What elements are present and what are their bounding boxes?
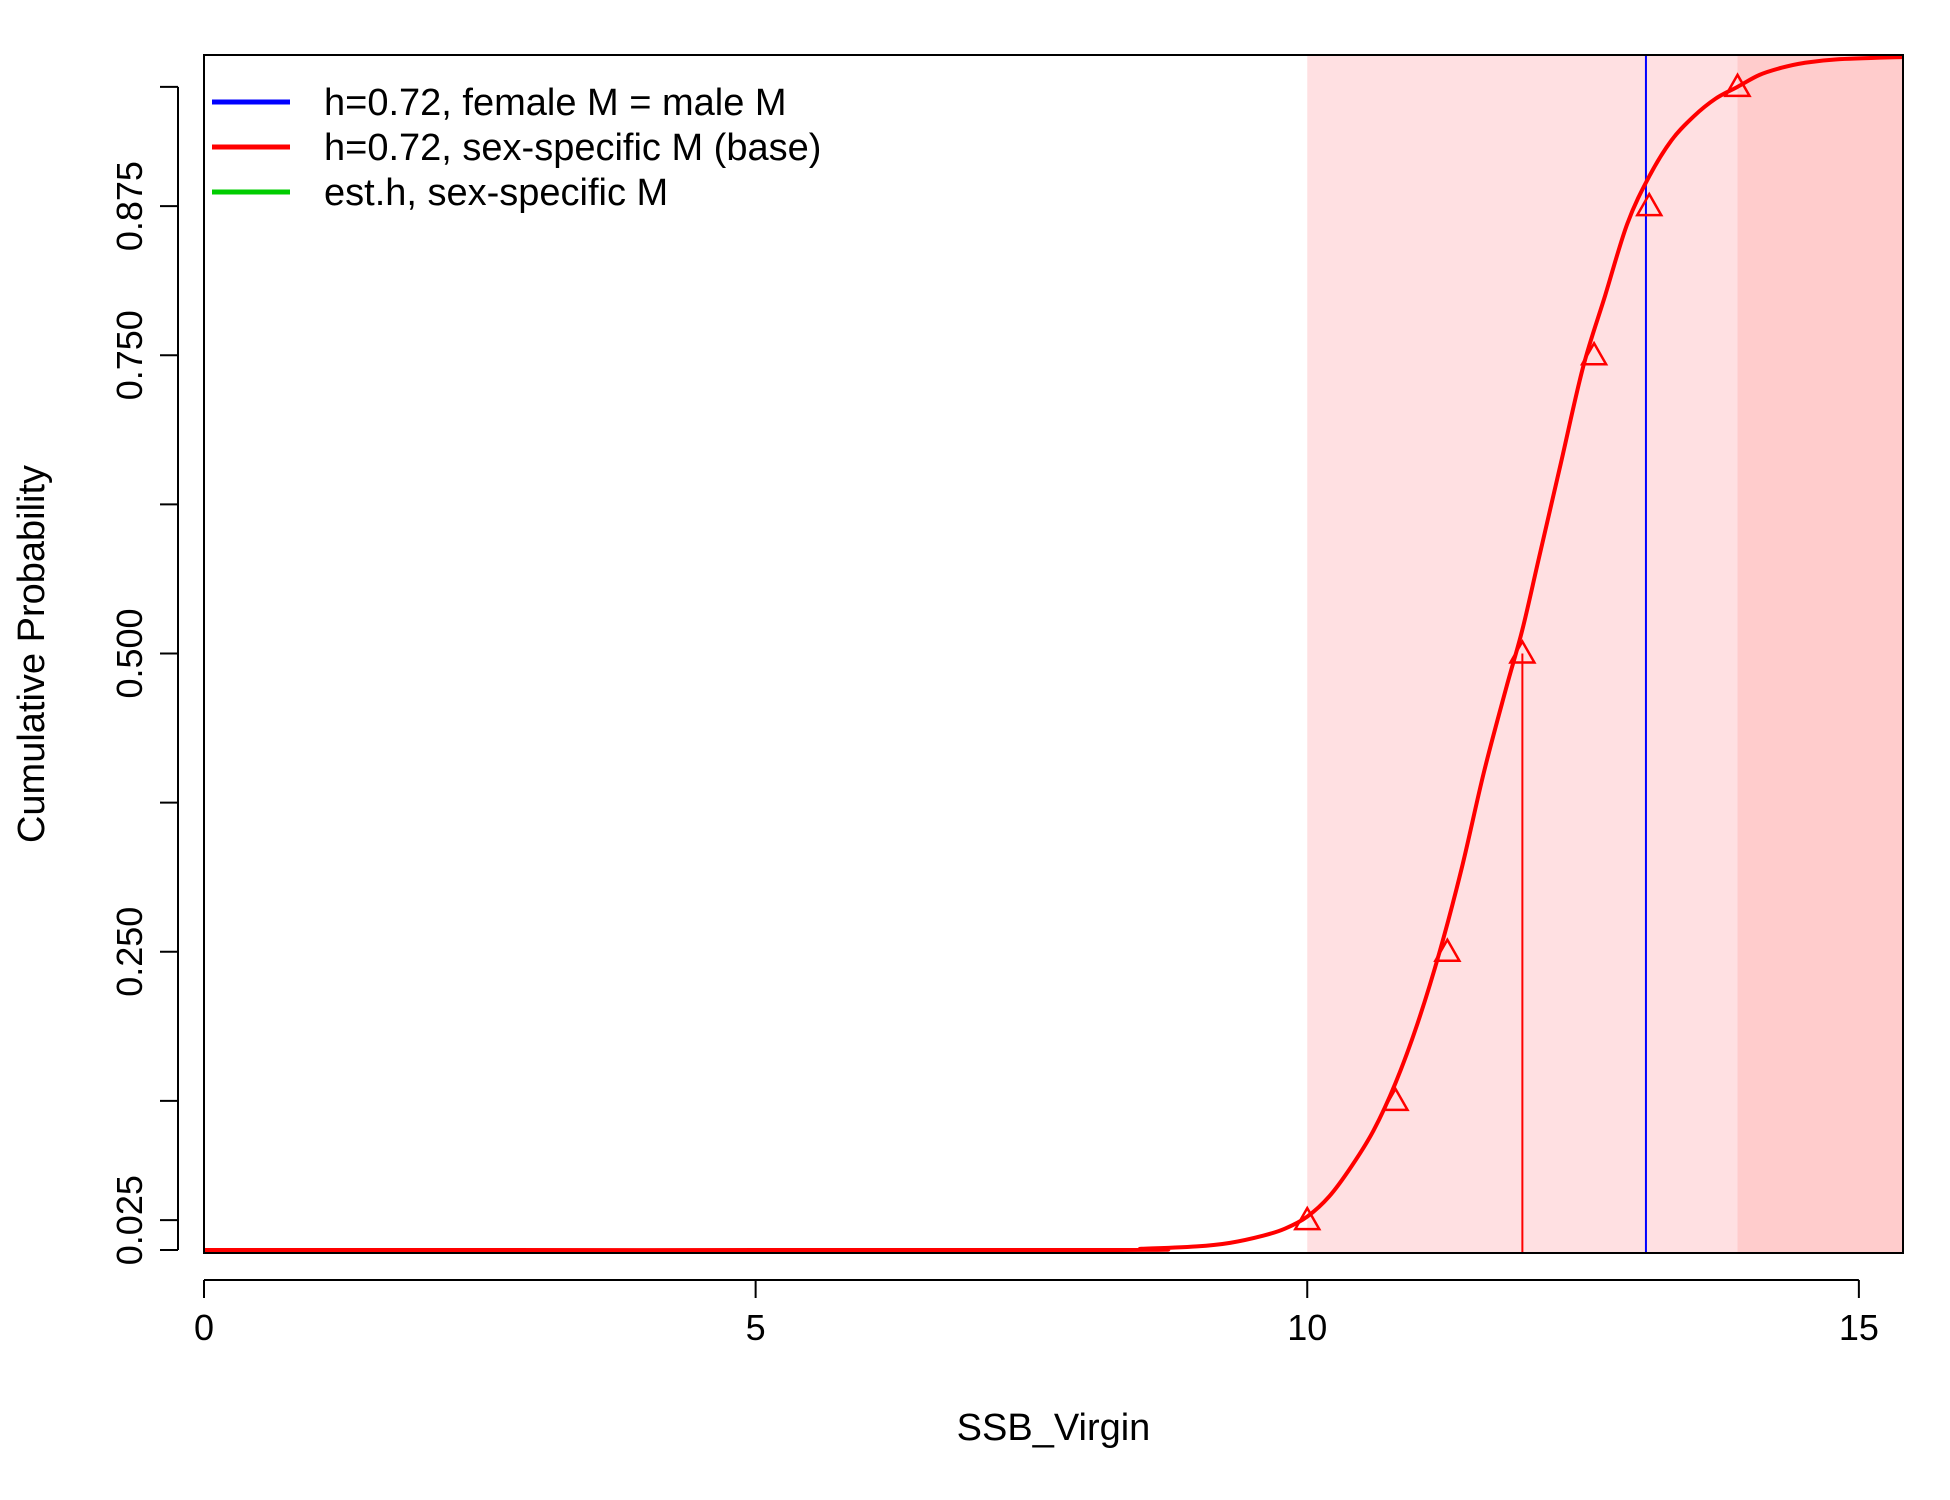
y-axis-label: Cumulative Probability xyxy=(11,465,53,843)
y-tick-label: 0.025 xyxy=(109,1175,150,1265)
quantile-marker xyxy=(1433,937,1462,962)
quantile-marker xyxy=(1381,1086,1410,1112)
quantile-marker xyxy=(1723,72,1752,98)
x-axis-label: SSB_Virgin xyxy=(957,1407,1151,1449)
axis-layer: 0 5 10 15 0.025 0.250 0.500 0.750 0.875 xyxy=(109,85,1879,1348)
y-tick-label: 0.750 xyxy=(109,310,150,400)
x-tick-label: 15 xyxy=(1839,1307,1879,1348)
legend-label: h=0.72, sex-specific M (base) xyxy=(324,127,821,169)
cdf-curve-base xyxy=(203,55,1904,1253)
upper-tail-shading xyxy=(1737,55,1903,1253)
mark-layer xyxy=(203,55,1904,1253)
quantile-marker xyxy=(1293,1205,1322,1231)
quantile-marker xyxy=(1508,638,1537,664)
quantile-marker xyxy=(1635,191,1664,217)
shading-layer xyxy=(1307,55,1903,1253)
y-tick-label: 0.875 xyxy=(109,161,150,251)
x-tick-label: 10 xyxy=(1287,1307,1327,1348)
legend-label: h=0.72, female M = male M xyxy=(324,82,787,124)
x-tick-label: 5 xyxy=(746,1307,766,1348)
legend-label: est.h, sex-specific M xyxy=(324,172,668,214)
quantile-marker xyxy=(1579,340,1609,366)
legend: h=0.72, female M = male Mh=0.72, sex-spe… xyxy=(212,82,821,214)
x-tick-label: 0 xyxy=(194,1307,214,1348)
y-tick-label: 0.500 xyxy=(109,608,150,698)
plot-frame xyxy=(203,54,1904,1254)
y-tick-label: 0.250 xyxy=(109,907,150,997)
